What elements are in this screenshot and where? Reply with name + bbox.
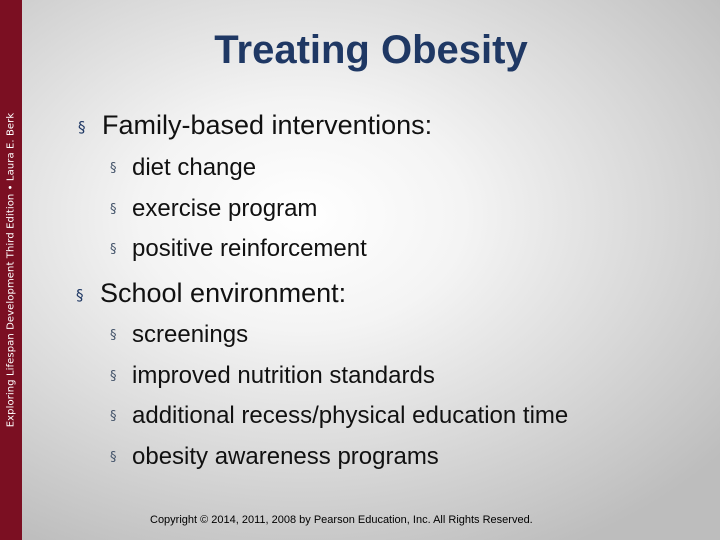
copyright-notice: Copyright © 2014, 2011, 2008 by Pearson … <box>150 514 533 526</box>
sub-bullet-exercise-program: § exercise program <box>110 195 318 223</box>
bullet-marker-icon: § <box>110 242 117 257</box>
bullet-text: additional recess/physical education tim… <box>132 402 569 429</box>
sub-bullet-positive-reinforcement: § positive reinforcement <box>110 235 367 263</box>
bullet-marker-icon: § <box>110 161 117 176</box>
bullet-text: diet change <box>132 154 257 181</box>
bullet-text: improved nutrition standards <box>132 362 435 389</box>
bullet-text: exercise program <box>132 195 318 222</box>
bullet-text: obesity awareness programs <box>132 443 439 470</box>
bullet-text: positive reinforcement <box>132 235 367 262</box>
bullet-marker-icon: § <box>76 286 84 304</box>
bullet-text: School environment: <box>100 278 347 308</box>
sub-bullet-diet-change: § diet change <box>110 154 257 182</box>
bullet-marker-icon: § <box>110 450 117 465</box>
book-caption: Exploring Lifespan Development Third Edi… <box>5 112 17 428</box>
bullet-text: Family-based interventions: <box>102 110 433 140</box>
bullet-school-environment: § School environment: <box>76 278 347 309</box>
sub-bullet-awareness-programs: § obesity awareness programs <box>110 443 439 471</box>
bullet-family-based: § Family-based interventions: <box>78 110 433 141</box>
sub-bullet-nutrition-standards: § improved nutrition standards <box>110 362 435 390</box>
sub-bullet-screenings: § screenings <box>110 321 249 349</box>
bullet-marker-icon: § <box>78 118 86 136</box>
bullet-marker-icon: § <box>110 202 117 217</box>
bullet-text: screenings <box>132 321 249 348</box>
sub-bullet-recess-time: § additional recess/physical education t… <box>110 402 569 430</box>
slide-title: Treating Obesity <box>214 28 528 72</box>
side-bar: Exploring Lifespan Development Third Edi… <box>0 0 22 540</box>
bullet-marker-icon: § <box>110 409 117 424</box>
bullet-marker-icon: § <box>110 328 117 343</box>
bullet-marker-icon: § <box>110 369 117 384</box>
